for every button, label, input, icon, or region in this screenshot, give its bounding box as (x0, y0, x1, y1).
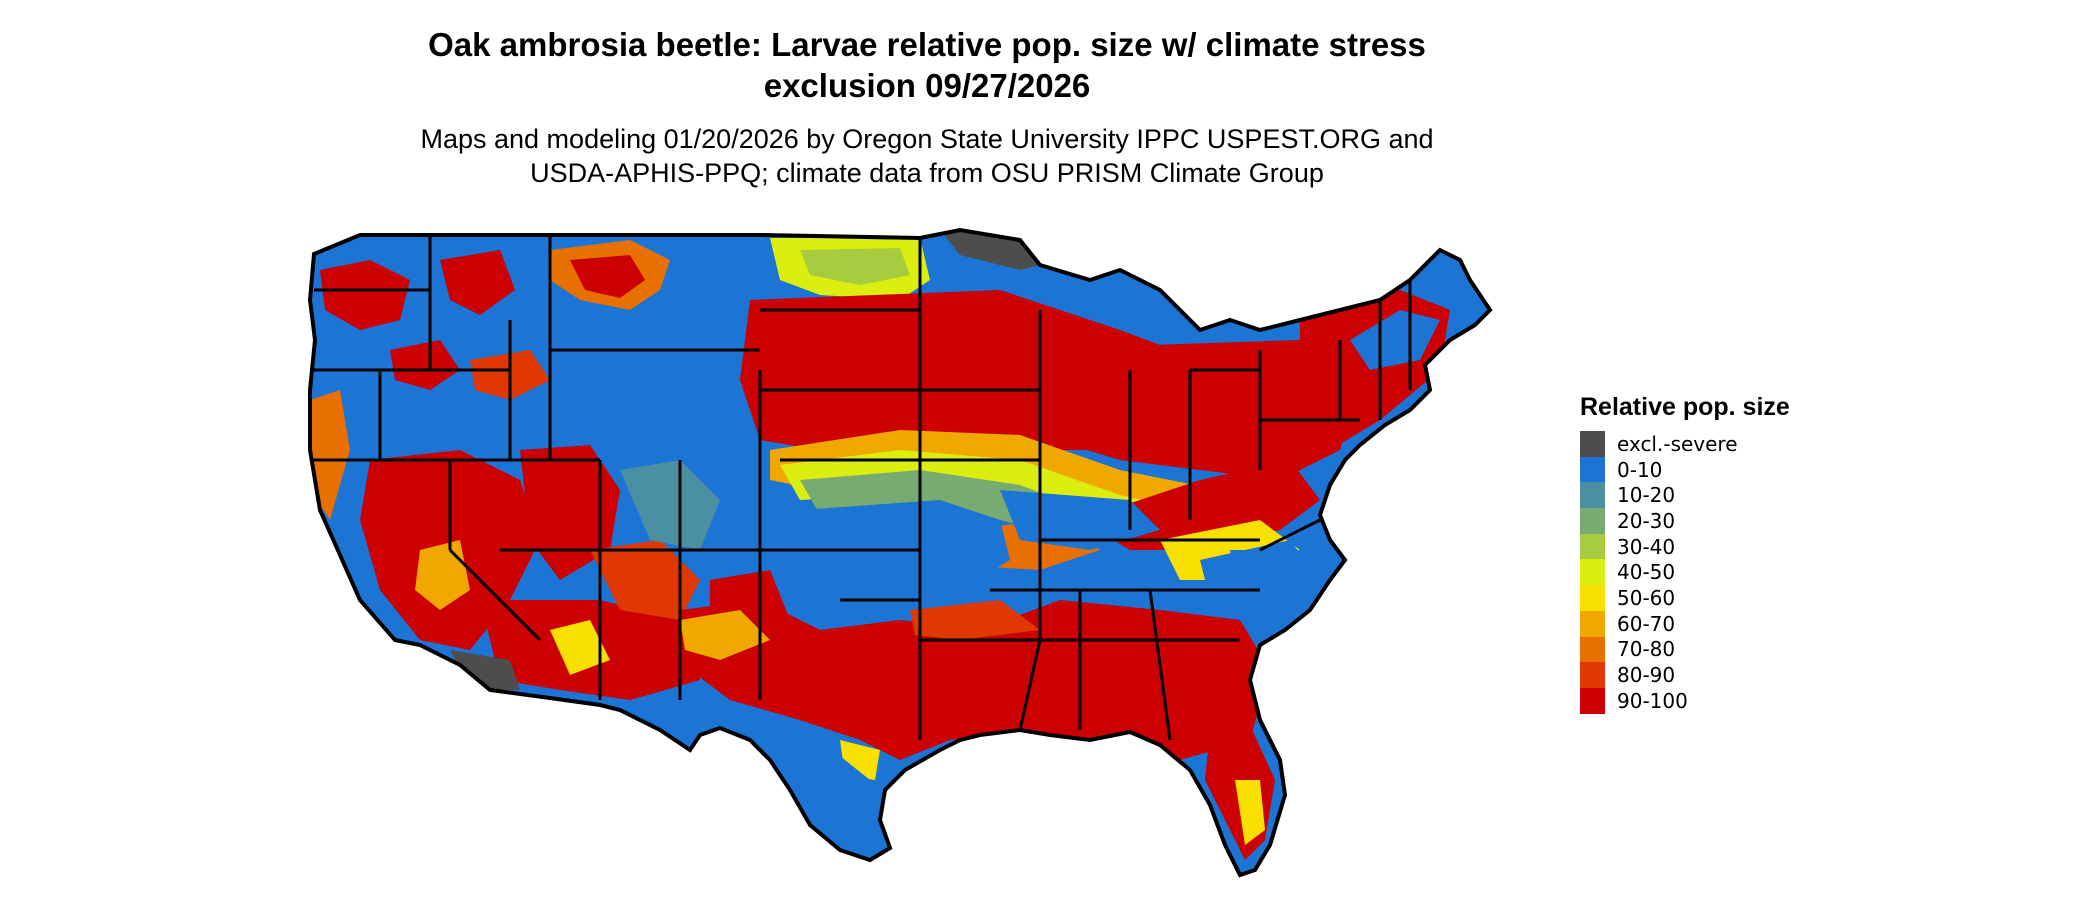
population-raster (310, 230, 1490, 875)
legend-swatch (1580, 456, 1605, 483)
legend-item: 0-10 (1580, 456, 1790, 483)
legend-swatch (1580, 559, 1605, 586)
legend-items: excl.-severe 0-10 10-20 20-30 30-40 40-50 50-6… (1580, 431, 1790, 714)
map-subtitle-line-1: Maps and modeling 01/20/2026 by Oregon S… (420, 124, 1434, 154)
legend-item: 40-50 (1580, 559, 1790, 586)
legend-swatch (1580, 482, 1605, 509)
legend-item: 10-20 (1580, 482, 1790, 509)
legend-label: excl.-severe (1617, 431, 1738, 456)
legend-item: 20-30 (1580, 508, 1790, 534)
legend-label: 50-60 (1617, 585, 1676, 610)
legend-item: 50-60 (1580, 585, 1790, 611)
legend-item: 60-70 (1580, 610, 1790, 637)
legend-swatch (1580, 508, 1605, 534)
legend-swatch (1580, 610, 1605, 637)
legend-label: 20-30 (1617, 508, 1676, 533)
legend-swatch (1580, 662, 1605, 688)
map-subtitle: Maps and modeling 01/20/2026 by Oregon S… (0, 122, 1854, 190)
legend-swatch (1580, 687, 1605, 714)
legend-label: 90-100 (1617, 688, 1688, 713)
legend-label: 10-20 (1617, 483, 1676, 508)
legend-label: 60-70 (1617, 611, 1676, 636)
legend-label: 70-80 (1617, 637, 1676, 662)
legend-item: excl.-severe (1580, 431, 1790, 457)
legend-item: 90-100 (1580, 687, 1790, 714)
legend-label: 30-40 (1617, 534, 1676, 559)
legend-item: 30-40 (1580, 533, 1790, 560)
legend-label: 40-50 (1617, 560, 1676, 585)
legend-item: 70-80 (1580, 636, 1790, 663)
legend-label: 0-10 (1617, 457, 1663, 482)
legend-swatch (1580, 636, 1605, 663)
map-title-line-2: exclusion 09/27/2026 (763, 67, 1091, 104)
us-map (308, 228, 1492, 877)
map-subtitle-line-2: USDA-APHIS-PPQ; climate data from OSU PR… (530, 158, 1324, 188)
legend-swatch (1580, 585, 1605, 611)
legend-label: 80-90 (1617, 663, 1676, 688)
state-boundaries (310, 235, 1412, 741)
legend-swatch (1580, 431, 1605, 457)
legend: Relative pop. size excl.-severe 0-10 10-20… (1580, 393, 1790, 714)
legend-swatch (1580, 533, 1605, 560)
legend-title: Relative pop. size (1580, 393, 1790, 421)
legend-item: 80-90 (1580, 662, 1790, 688)
map-title: Oak ambrosia beetle: Larvae relative pop… (0, 24, 1854, 106)
map-title-line-1: Oak ambrosia beetle: Larvae relative pop… (428, 26, 1426, 63)
